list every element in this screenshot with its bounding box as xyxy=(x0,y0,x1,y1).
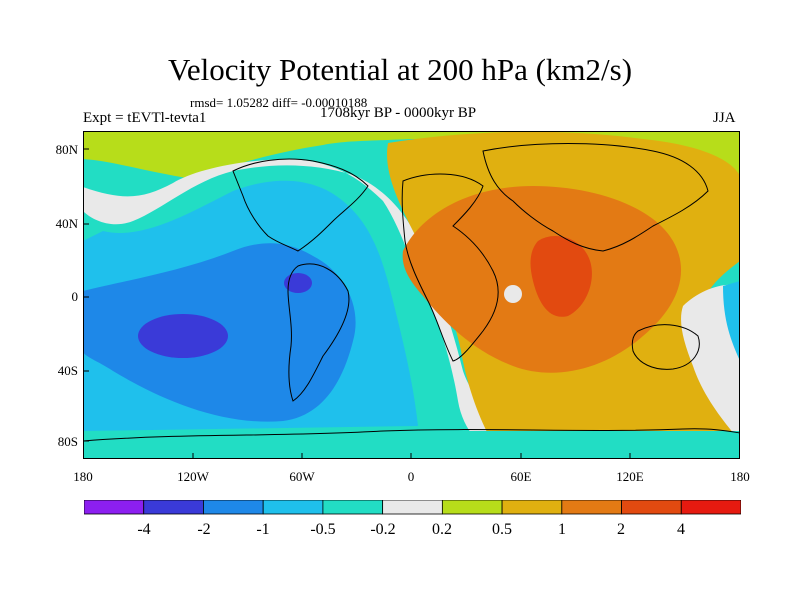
southern-teal-band xyxy=(83,431,740,459)
colorbar-label: 4 xyxy=(677,521,685,538)
xlabel-180-west: 180 xyxy=(73,469,93,484)
xlabel-120e: 120E xyxy=(616,469,644,484)
colorbar-swatch xyxy=(621,500,682,515)
colorbar-swatch xyxy=(382,500,443,515)
xlabel-60w: 60W xyxy=(289,469,315,484)
xlabel-0: 0 xyxy=(407,469,415,484)
amazon-minimum xyxy=(284,273,312,293)
africa-neutral-pocket xyxy=(504,285,522,303)
colorbar-swatch xyxy=(84,500,145,515)
stats-subtitle: rmsd= 1.05282 diff= -0.00010188 xyxy=(190,95,368,110)
experiment-label: Expt = tEVTl-tevta1 xyxy=(83,110,207,126)
chart-title: Velocity Potential at 200 hPa (km2/s) xyxy=(167,52,633,87)
colorbar-label: -0.5 xyxy=(310,521,336,538)
east-pacific-teal xyxy=(723,281,740,361)
season-label: JJA xyxy=(713,110,736,126)
colorbar-label: 0.2 xyxy=(432,521,452,538)
ylabel-0: 0 xyxy=(71,289,79,304)
colorbar-label: 2 xyxy=(617,521,625,538)
colorbar-swatch xyxy=(501,500,563,515)
period-label: 1708kyr BP - 0000kyr BP xyxy=(320,105,477,121)
colorbar-label: -4 xyxy=(137,521,151,538)
xlabel-60e: 60E xyxy=(510,469,532,484)
ylabel-40s: 40S xyxy=(57,363,78,378)
colorbar-swatch xyxy=(561,500,622,515)
colorbar-swatch xyxy=(203,500,264,515)
india-maximum xyxy=(530,236,592,317)
axis-ticks xyxy=(83,148,631,459)
colorbar-label: 0.5 xyxy=(492,521,512,538)
colorbar-label: 1 xyxy=(558,521,566,538)
colorbar-label: -1 xyxy=(256,521,270,538)
colorbar xyxy=(84,500,741,515)
colorbar-swatch xyxy=(441,500,503,515)
ylabel-80n: 80N xyxy=(55,142,78,157)
colorbar-swatch xyxy=(262,500,324,515)
ylabel-80s: 80S xyxy=(57,434,78,449)
colorbar-label: -0.2 xyxy=(370,521,396,538)
pacific-minimum xyxy=(138,314,228,358)
coastlines xyxy=(83,143,740,442)
xlabel-180-east: 180 xyxy=(730,469,750,484)
colorbar-swatch xyxy=(680,500,741,515)
colorbar-swatch xyxy=(143,500,204,515)
ylabel-40n: 40N xyxy=(55,216,78,231)
xlabel-120w: 120W xyxy=(177,469,209,484)
colorbar-swatch xyxy=(322,500,384,515)
east-pacific-neutral xyxy=(681,284,740,441)
arctic-neutral-zone xyxy=(83,159,523,459)
contour-map xyxy=(83,131,740,459)
colorbar-label: -2 xyxy=(197,521,211,538)
